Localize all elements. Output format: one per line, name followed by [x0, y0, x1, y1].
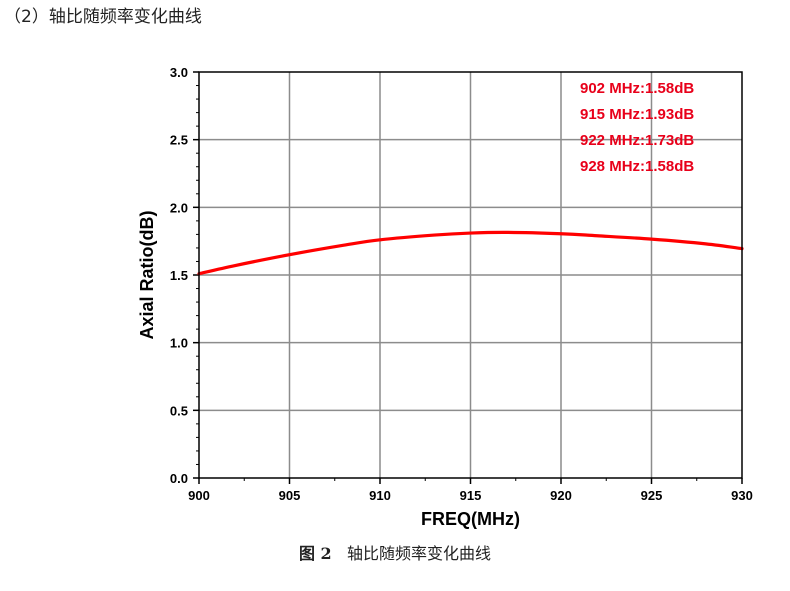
x-tick-labels: 900 905 910 915 920 925 930	[188, 488, 753, 503]
x-tick-label: 930	[731, 488, 753, 503]
x-tick-label: 915	[460, 488, 482, 503]
annotation-box: 902 MHz:1.58dB 915 MHz:1.93dB 922 MHz:1.73…	[580, 80, 694, 175]
y-tick-label: 1.0	[170, 336, 188, 351]
grid-lines	[199, 72, 742, 478]
y-axis-title: Axial Ratio(dB)	[137, 210, 157, 339]
y-tick-labels: 0.0 0.5 1.0 1.5 2.0 2.5 3.0	[170, 65, 188, 486]
y-tick-label: 0.5	[170, 403, 188, 418]
curve-layer	[197, 230, 744, 276]
figure-caption: 图 2 轴比随频率变化曲线	[0, 540, 790, 564]
y-tick-label: 2.5	[170, 133, 188, 148]
x-tick-label: 925	[641, 488, 663, 503]
y-tick-label: 1.5	[170, 268, 188, 283]
section-heading: （2）轴比随频率变化曲线	[4, 7, 202, 27]
x-tick-label: 920	[550, 488, 572, 503]
annotation-label: 922 MHz:1.73dB	[580, 132, 694, 149]
y-tick-label: 0.0	[170, 471, 188, 486]
x-tick-label: 910	[369, 488, 391, 503]
y-tick-label: 3.0	[170, 65, 188, 80]
figure-caption-text: 轴比随频率变化曲线	[346, 544, 491, 563]
y-tick-label: 2.0	[170, 200, 188, 215]
annotation-label: 915 MHz:1.93dB	[580, 106, 694, 123]
axial-ratio-curve	[197, 230, 744, 276]
x-axis-title: FREQ(MHz)	[421, 509, 520, 529]
annotation-label: 928 MHz:1.58dB	[580, 158, 694, 175]
x-tick-label: 905	[279, 488, 301, 503]
figure-number: 图 2	[298, 544, 332, 563]
x-tick-label: 900	[188, 488, 210, 503]
annotation-label: 902 MHz:1.58dB	[580, 80, 694, 97]
plot-frame	[198, 71, 743, 479]
